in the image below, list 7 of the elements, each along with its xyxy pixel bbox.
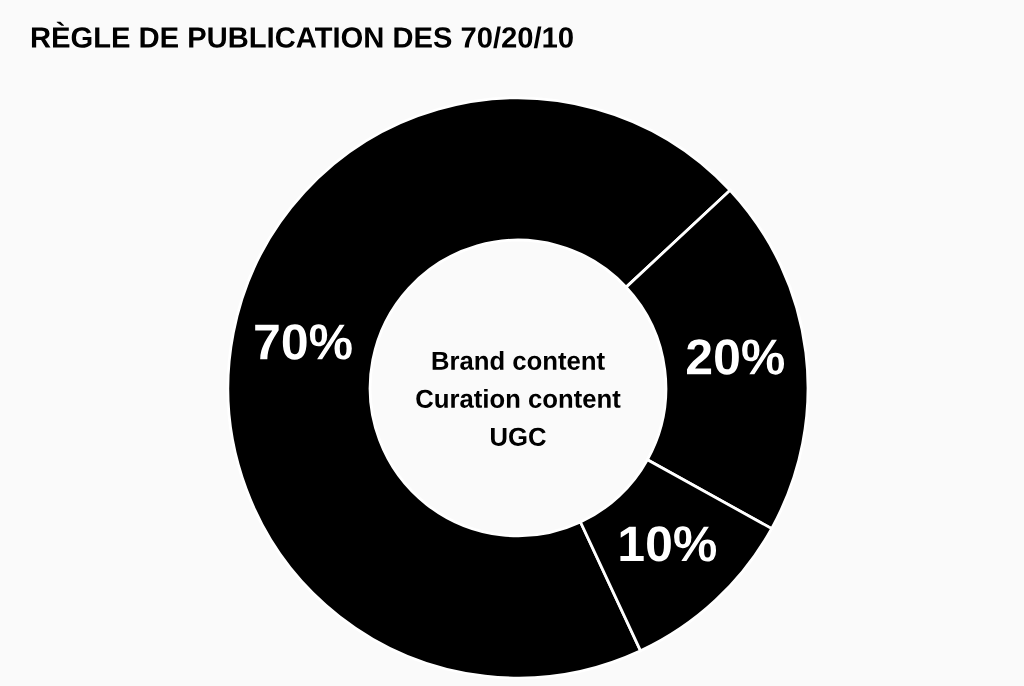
text: Brand content bbox=[432, 351, 605, 370]
data-label: 10% bbox=[620, 526, 717, 562]
text: UGC bbox=[490, 427, 546, 446]
chart-title: RÈGLE DE PUBLICATION DES 70/20/10 bbox=[31, 21, 573, 49]
data-label: 70% bbox=[255, 324, 352, 360]
text: Curation content bbox=[416, 389, 621, 408]
data-label: 20% bbox=[687, 339, 785, 375]
